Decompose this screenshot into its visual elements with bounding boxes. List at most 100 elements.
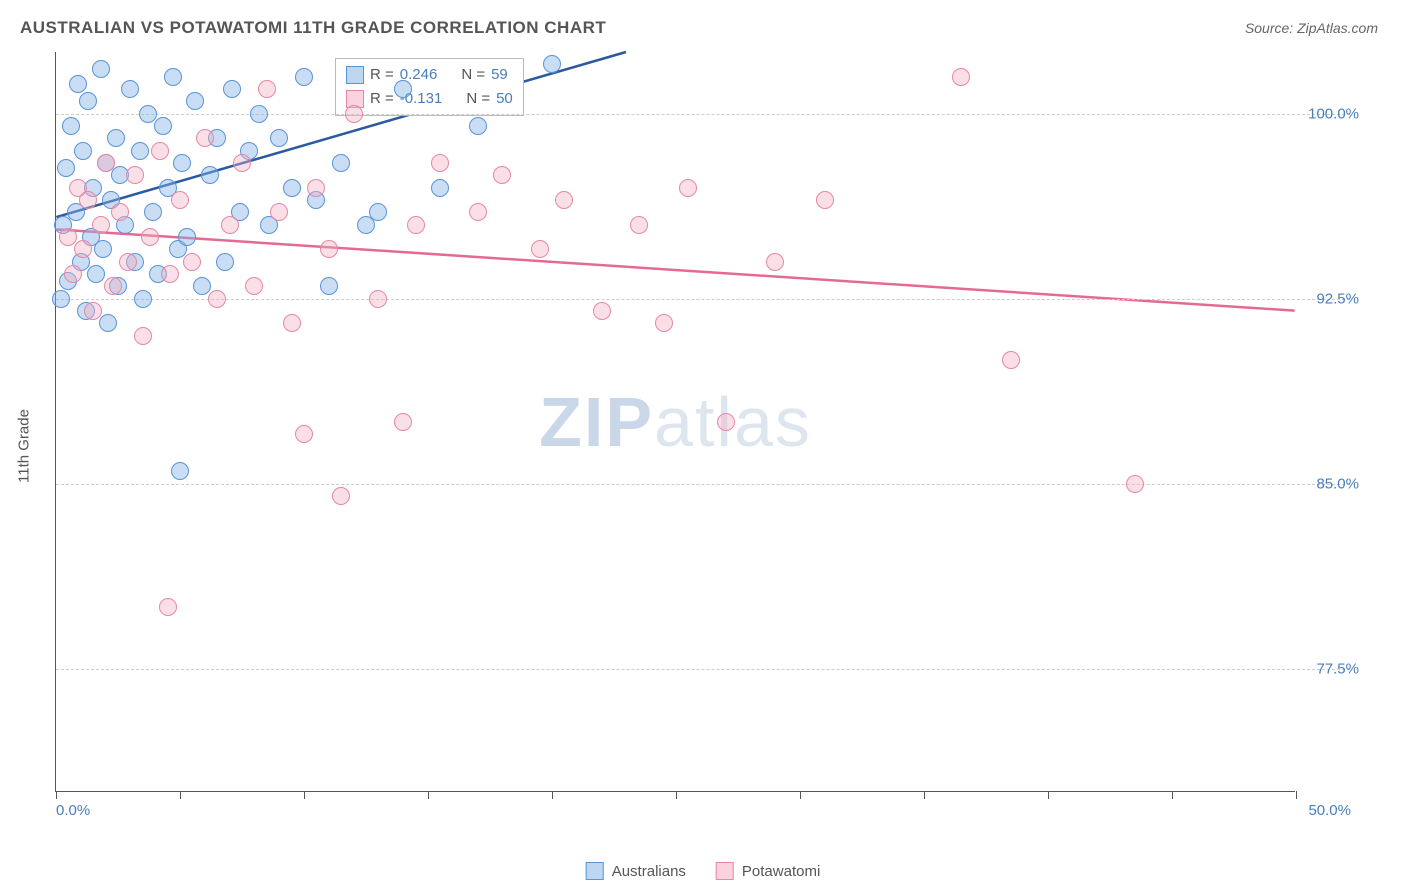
x-tick bbox=[428, 791, 429, 799]
scatter-point bbox=[92, 216, 110, 234]
x-tick bbox=[304, 791, 305, 799]
scatter-point bbox=[543, 55, 561, 73]
watermark: ZIPatlas bbox=[539, 382, 812, 462]
scatter-point bbox=[178, 228, 196, 246]
series-legend-label: Australians bbox=[612, 863, 686, 880]
legend-r-label: R = bbox=[370, 63, 394, 87]
scatter-point bbox=[717, 413, 735, 431]
series-legend-item: Potawatomi bbox=[716, 862, 820, 880]
x-tick bbox=[552, 791, 553, 799]
scatter-point bbox=[69, 75, 87, 93]
scatter-point bbox=[431, 179, 449, 197]
scatter-point bbox=[79, 191, 97, 209]
scatter-point bbox=[193, 277, 211, 295]
y-tick-label: 77.5% bbox=[1316, 660, 1359, 677]
scatter-point bbox=[332, 154, 350, 172]
chart-container: AUSTRALIAN VS POTAWATOMI 11TH GRADE CORR… bbox=[0, 0, 1406, 892]
scatter-point bbox=[1002, 351, 1020, 369]
watermark-zip: ZIP bbox=[539, 383, 654, 461]
scatter-point bbox=[766, 253, 784, 271]
scatter-point bbox=[57, 159, 75, 177]
x-tick bbox=[800, 791, 801, 799]
legend-swatch bbox=[716, 862, 734, 880]
scatter-point bbox=[126, 166, 144, 184]
scatter-point bbox=[119, 253, 137, 271]
x-tick bbox=[56, 791, 57, 799]
scatter-point bbox=[1126, 475, 1144, 493]
scatter-point bbox=[952, 68, 970, 86]
scatter-point bbox=[104, 277, 122, 295]
scatter-point bbox=[62, 117, 80, 135]
y-axis-title: 11th Grade bbox=[16, 409, 33, 483]
scatter-point bbox=[84, 302, 102, 320]
scatter-point bbox=[221, 216, 239, 234]
y-tick-label: 92.5% bbox=[1316, 290, 1359, 307]
scatter-point bbox=[233, 154, 251, 172]
x-tick-label: 0.0% bbox=[56, 802, 90, 819]
scatter-point bbox=[74, 142, 92, 160]
scatter-point bbox=[183, 253, 201, 271]
scatter-point bbox=[655, 314, 673, 332]
scatter-point bbox=[270, 129, 288, 147]
scatter-point bbox=[208, 290, 226, 308]
scatter-point bbox=[245, 277, 263, 295]
scatter-point bbox=[320, 240, 338, 258]
source-link[interactable]: ZipAtlas.com bbox=[1297, 20, 1378, 36]
legend-swatch bbox=[586, 862, 604, 880]
scatter-point bbox=[59, 228, 77, 246]
y-tick-label: 100.0% bbox=[1308, 105, 1359, 122]
scatter-point bbox=[97, 154, 115, 172]
scatter-point bbox=[139, 105, 157, 123]
scatter-point bbox=[121, 80, 139, 98]
legend-n-label: N = bbox=[461, 63, 485, 87]
x-tick bbox=[1048, 791, 1049, 799]
grid-line bbox=[56, 299, 1350, 300]
plot-area: ZIPatlas R = 0.246N = 59R = -0.131N = 50… bbox=[55, 52, 1295, 792]
x-tick bbox=[1296, 791, 1297, 799]
scatter-point bbox=[159, 598, 177, 616]
grid-line bbox=[56, 484, 1350, 485]
scatter-point bbox=[332, 487, 350, 505]
scatter-point bbox=[469, 117, 487, 135]
x-tick bbox=[1172, 791, 1173, 799]
x-tick bbox=[180, 791, 181, 799]
scatter-point bbox=[345, 105, 363, 123]
scatter-point bbox=[307, 179, 325, 197]
scatter-point bbox=[369, 203, 387, 221]
scatter-point bbox=[531, 240, 549, 258]
scatter-point bbox=[593, 302, 611, 320]
x-tick-label: 50.0% bbox=[1308, 802, 1351, 819]
scatter-point bbox=[171, 191, 189, 209]
scatter-point bbox=[469, 203, 487, 221]
scatter-point bbox=[283, 314, 301, 332]
scatter-point bbox=[295, 68, 313, 86]
scatter-point bbox=[107, 129, 125, 147]
scatter-point bbox=[630, 216, 648, 234]
legend-row: R = 0.246N = 59 bbox=[346, 63, 513, 87]
scatter-point bbox=[164, 68, 182, 86]
scatter-point bbox=[394, 413, 412, 431]
scatter-point bbox=[94, 240, 112, 258]
scatter-point bbox=[171, 462, 189, 480]
legend-r-label: R = bbox=[370, 87, 394, 111]
legend-n-value: 59 bbox=[491, 63, 508, 87]
series-legend-label: Potawatomi bbox=[742, 863, 820, 880]
scatter-point bbox=[216, 253, 234, 271]
series-legend-item: Australians bbox=[586, 862, 686, 880]
scatter-point bbox=[111, 203, 129, 221]
x-tick bbox=[924, 791, 925, 799]
legend-n-label: N = bbox=[466, 87, 490, 111]
y-tick-label: 85.0% bbox=[1316, 475, 1359, 492]
chart-title: AUSTRALIAN VS POTAWATOMI 11TH GRADE CORR… bbox=[20, 18, 606, 38]
scatter-point bbox=[134, 327, 152, 345]
scatter-point bbox=[92, 60, 110, 78]
chart-source: Source: ZipAtlas.com bbox=[1245, 20, 1378, 36]
grid-line bbox=[56, 669, 1350, 670]
legend-n-value: 50 bbox=[496, 87, 513, 111]
scatter-point bbox=[52, 290, 70, 308]
scatter-point bbox=[131, 142, 149, 160]
scatter-point bbox=[79, 92, 97, 110]
scatter-point bbox=[161, 265, 179, 283]
scatter-point bbox=[320, 277, 338, 295]
scatter-point bbox=[283, 179, 301, 197]
